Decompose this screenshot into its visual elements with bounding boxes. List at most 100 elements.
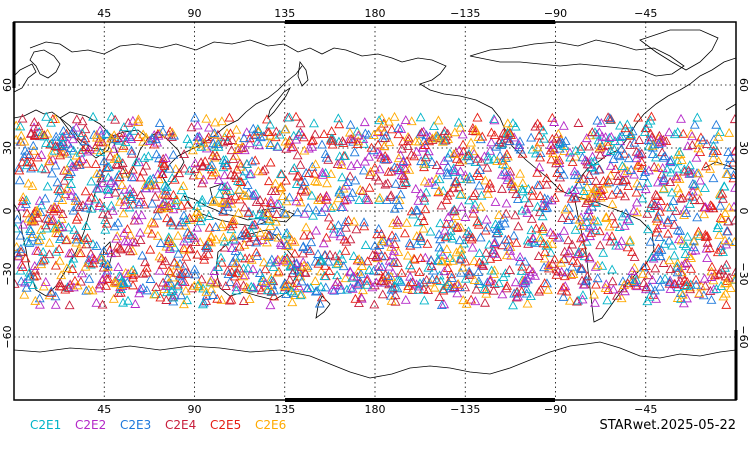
observation-triangle	[218, 196, 229, 206]
observation-triangle	[127, 245, 138, 255]
observation-triangle	[268, 276, 279, 286]
observation-triangle	[361, 194, 372, 204]
observation-triangle	[632, 281, 643, 291]
observation-triangle	[682, 276, 693, 286]
observation-triangle	[111, 152, 122, 162]
observation-triangle	[401, 217, 412, 227]
observation-triangle	[491, 224, 502, 233]
observation-triangle	[592, 129, 602, 139]
observation-triangle	[374, 164, 385, 174]
observation-triangle	[288, 141, 298, 151]
observation-triangle	[478, 255, 489, 265]
observation-triangle	[135, 284, 146, 294]
observation-triangle	[192, 120, 203, 130]
observation-triangle	[284, 274, 295, 284]
observation-triangle	[572, 257, 583, 267]
observation-triangle	[179, 163, 190, 173]
observation-triangle	[423, 177, 434, 187]
observation-triangle	[283, 241, 294, 251]
observation-triangle	[587, 192, 598, 202]
observation-triangle	[641, 284, 651, 294]
observation-triangle	[493, 225, 504, 235]
observation-triangle	[71, 237, 82, 247]
observation-triangle	[684, 198, 695, 208]
observation-triangle	[443, 161, 453, 171]
observation-triangle	[46, 138, 57, 148]
observation-triangle	[197, 197, 207, 207]
observation-triangle	[539, 278, 550, 288]
observation-triangle	[658, 173, 669, 183]
observation-triangle	[454, 254, 465, 264]
observation-triangle	[421, 274, 432, 284]
observation-triangle	[150, 191, 161, 201]
observation-triangle	[310, 176, 320, 186]
observation-triangle	[81, 202, 91, 212]
observation-triangle	[36, 163, 47, 173]
observation-triangle	[517, 261, 528, 271]
observation-triangle	[146, 179, 157, 189]
observation-triangle	[152, 230, 163, 240]
observation-triangle	[383, 166, 394, 176]
observation-triangle	[126, 145, 137, 155]
observation-triangle	[517, 186, 528, 196]
observation-triangle	[559, 145, 570, 155]
observation-triangle	[718, 246, 729, 256]
observation-triangle	[418, 284, 429, 294]
observation-triangle	[342, 177, 353, 186]
observation-triangle	[126, 266, 137, 276]
observation-triangle	[118, 208, 129, 218]
observation-triangle	[77, 268, 88, 278]
observation-triangle	[482, 183, 493, 193]
observation-triangle	[234, 184, 245, 194]
observation-triangle	[255, 195, 266, 205]
observation-triangle	[496, 169, 507, 179]
observation-triangle	[182, 295, 193, 305]
observation-triangle	[601, 147, 612, 157]
observation-triangle	[122, 224, 133, 234]
observation-triangle	[51, 246, 62, 256]
observation-triangle	[59, 165, 70, 175]
observation-triangle	[189, 232, 200, 242]
observation-triangle	[130, 210, 141, 220]
observation-triangle	[675, 287, 686, 297]
observation-triangle	[663, 215, 673, 225]
observation-triangle	[218, 232, 229, 242]
observation-triangle	[337, 253, 348, 263]
observation-triangle	[535, 232, 546, 242]
observation-triangle	[653, 133, 664, 143]
observation-triangle	[729, 237, 736, 246]
observation-triangle	[230, 245, 241, 255]
observation-triangle	[480, 175, 491, 185]
observation-triangle	[14, 214, 23, 224]
coastline-eurasia-north	[29, 39, 403, 63]
observation-triangle	[627, 246, 637, 256]
observation-triangle	[333, 220, 344, 230]
observation-triangle	[225, 128, 236, 138]
observation-triangle	[101, 218, 112, 228]
observation-triangle	[36, 256, 47, 266]
observation-triangle	[255, 227, 266, 237]
observation-triangle	[460, 282, 471, 292]
observation-triangle	[239, 145, 250, 155]
observation-triangle	[448, 183, 459, 193]
observation-triangle	[65, 185, 76, 195]
observation-triangle	[263, 127, 274, 137]
observation-triangle	[664, 255, 675, 265]
observation-triangle	[115, 243, 125, 253]
observation-triangle	[641, 282, 652, 292]
observation-triangle	[118, 277, 129, 287]
observation-triangle	[415, 112, 426, 122]
observation-triangle	[197, 194, 208, 204]
observation-triangle	[711, 146, 722, 156]
observation-triangle	[582, 271, 593, 281]
observation-triangle	[316, 206, 327, 216]
observation-triangle	[226, 194, 237, 204]
observation-triangle	[520, 277, 531, 287]
observation-triangle	[693, 137, 704, 147]
observation-triangle	[538, 238, 549, 248]
observation-triangle	[721, 226, 732, 236]
observation-triangle	[57, 208, 68, 218]
observation-triangle	[180, 215, 191, 224]
observation-triangle	[489, 130, 500, 140]
observation-triangle	[616, 130, 627, 140]
